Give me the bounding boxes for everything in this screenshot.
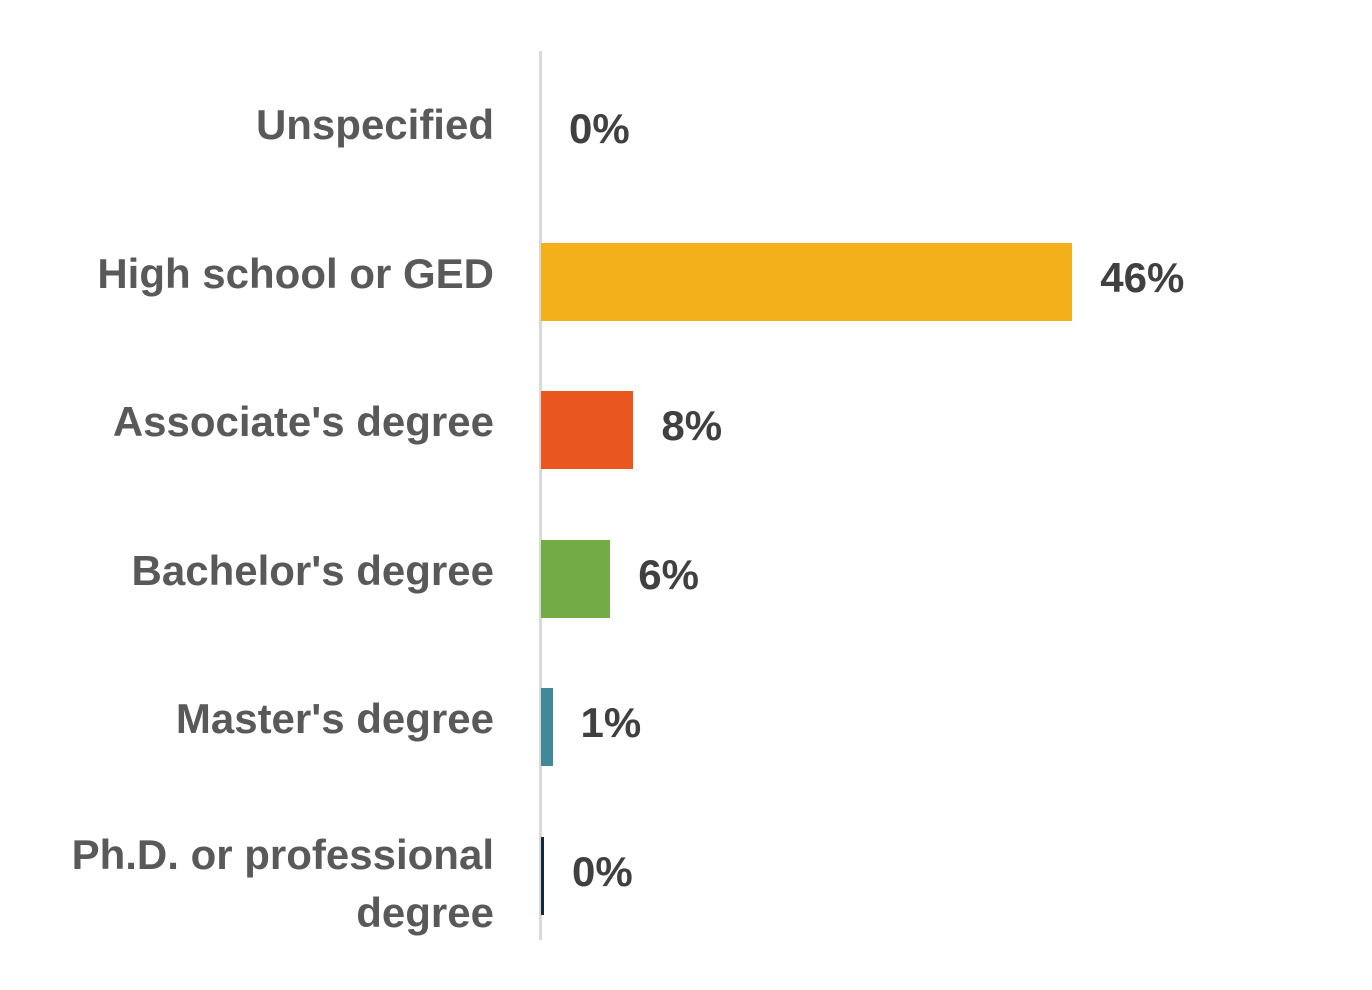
bar bbox=[541, 391, 634, 469]
category-label: Unspecified bbox=[255, 101, 494, 148]
category-label: Bachelor's degree bbox=[131, 546, 494, 594]
value-label: 0% bbox=[569, 105, 630, 152]
category-label: Master's degree bbox=[175, 695, 494, 742]
value-label: 46% bbox=[1100, 253, 1185, 301]
category-label: Ph.D. or professional degree bbox=[71, 830, 494, 936]
value-label: 1% bbox=[580, 699, 642, 746]
bar bbox=[541, 836, 544, 915]
bar bbox=[541, 242, 1073, 321]
category-label: Associate's degree bbox=[112, 398, 494, 445]
bar bbox=[541, 539, 611, 618]
value-label: 0% bbox=[572, 847, 633, 895]
bar bbox=[541, 688, 553, 766]
category-label: High school or GED bbox=[97, 249, 494, 297]
value-label: 6% bbox=[638, 550, 699, 598]
value-label: 8% bbox=[661, 402, 723, 449]
category-axis-line bbox=[539, 51, 542, 940]
